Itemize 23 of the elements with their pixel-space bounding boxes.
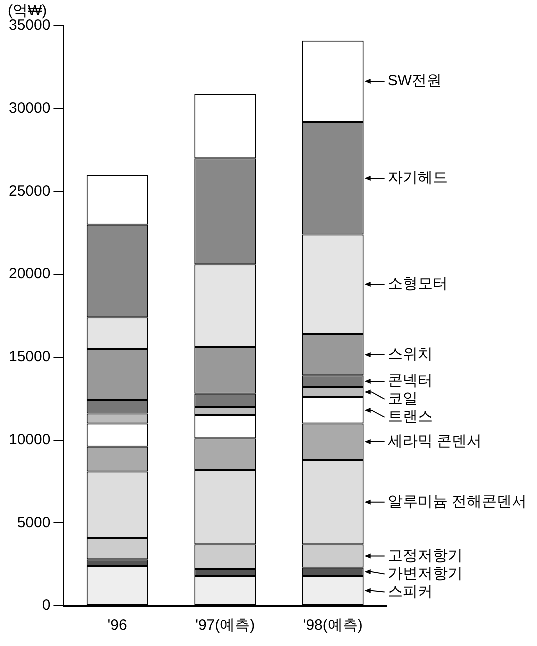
series-label: 코일 <box>388 390 418 408</box>
y-tick-label: 20000 <box>8 266 51 283</box>
y-tick-label: 15000 <box>8 348 51 366</box>
series-label: 자기헤드 <box>388 170 448 187</box>
x-tick-label: '96 <box>108 617 128 634</box>
series-label: 알루미늄 전해콘덴서 <box>388 494 528 511</box>
y-tick-label: 5000 <box>17 514 51 532</box>
series-label: 소형모터 <box>388 276 448 293</box>
y-tick-label: 25000 <box>8 182 51 200</box>
y-axis-title: (억₩) <box>8 2 48 20</box>
y-tick-label: 10000 <box>8 431 51 448</box>
series-label: SW전원 <box>388 72 442 90</box>
series-label: 고정저항기 <box>388 547 463 564</box>
series-label: 트랜스 <box>388 408 433 426</box>
series-label: 세라믹 콘덴서 <box>388 433 482 450</box>
series-label: 콘넥터 <box>388 372 433 390</box>
x-tick-label: '98(예측) <box>303 617 363 634</box>
series-label: 가변저항기 <box>388 565 463 582</box>
series-label: 스피커 <box>388 583 433 600</box>
y-tick-label: 30000 <box>8 100 51 117</box>
series-label: 스위치 <box>388 346 433 364</box>
y-tick-label: 0 <box>42 597 51 614</box>
x-tick-label: '97(예측) <box>196 617 256 634</box>
